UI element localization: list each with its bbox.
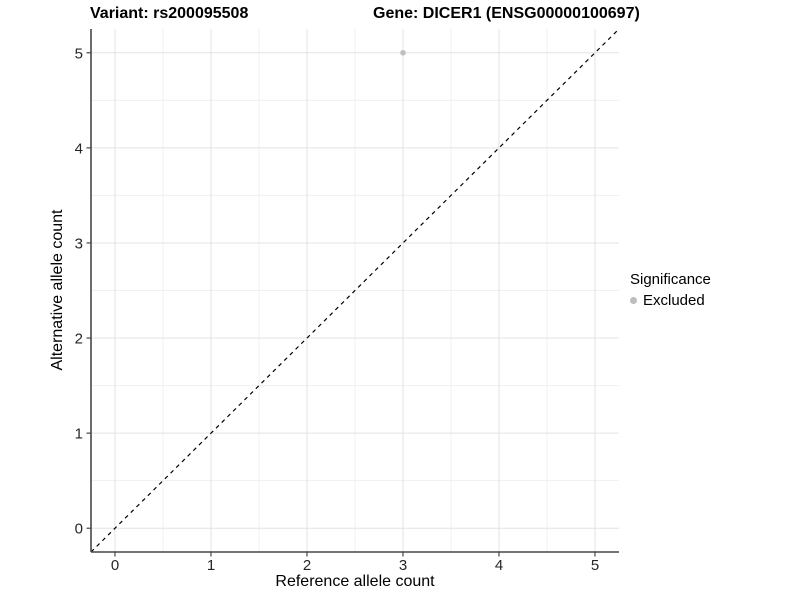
legend-key-dot bbox=[630, 297, 637, 304]
x-axis-title: Reference allele count bbox=[275, 573, 435, 590]
legend-entry-excluded: Excluded bbox=[630, 292, 711, 309]
plot-title-gene: Gene: DICER1 (ENSG00000100697) bbox=[373, 5, 640, 22]
y-tick-label: 4 bbox=[75, 140, 83, 157]
x-tick-label: 1 bbox=[207, 557, 215, 574]
legend-title: Significance bbox=[630, 271, 711, 288]
legend-entry-label: Excluded bbox=[643, 292, 705, 309]
y-axis-title: Alternative allele count bbox=[49, 209, 66, 371]
y-tick-label: 0 bbox=[75, 521, 83, 538]
legend: Significance Excluded bbox=[630, 271, 711, 309]
identity-reference-line bbox=[90, 28, 620, 553]
plot-title-variant: Variant: rs200095508 bbox=[90, 5, 249, 22]
x-tick-label: 2 bbox=[303, 557, 311, 574]
y-tick-label: 5 bbox=[75, 45, 83, 62]
y-tick-label: 1 bbox=[75, 426, 83, 443]
x-tick-label: 5 bbox=[591, 557, 599, 574]
y-tick-label: 2 bbox=[75, 331, 83, 348]
x-tick-label: 0 bbox=[111, 557, 119, 574]
data-point bbox=[400, 49, 406, 56]
x-tick-label: 4 bbox=[495, 557, 503, 574]
x-tick-label: 3 bbox=[399, 557, 407, 574]
y-tick-label: 3 bbox=[75, 235, 83, 252]
